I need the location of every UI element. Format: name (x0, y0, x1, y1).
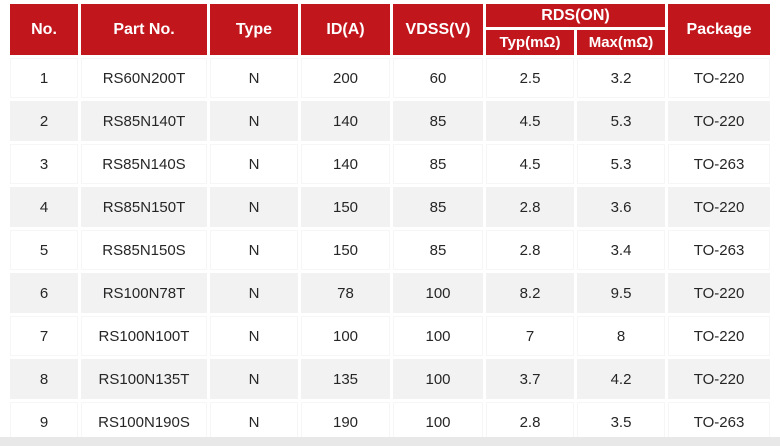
cell-no: 7 (10, 316, 78, 356)
header-cell-rds-max: Max(mΩ) (577, 30, 665, 55)
header-cell-rds-typ: Typ(mΩ) (486, 30, 574, 55)
cell-rds-typ: 2.8 (486, 187, 574, 227)
cell-part-no: RS60N200T (81, 58, 207, 98)
cell-type: N (210, 402, 298, 442)
cell-no: 3 (10, 144, 78, 184)
header-cell-type: Type (210, 4, 298, 55)
cell-rds-max: 9.5 (577, 273, 665, 313)
cell-rds-typ: 4.5 (486, 144, 574, 184)
cell-id-a: 100 (301, 316, 390, 356)
cell-vdss-v: 100 (393, 273, 483, 313)
cell-rds-typ: 7 (486, 316, 574, 356)
table-row: 2 RS85N140T N 140 85 4.5 5.3 TO-220 (10, 101, 770, 141)
cell-no: 4 (10, 187, 78, 227)
cell-rds-typ: 4.5 (486, 101, 574, 141)
mosfet-spec-table: No. Part No. Type ID(A) VDSS(V) RDS(ON) … (7, 1, 773, 445)
cell-part-no: RS85N150T (81, 187, 207, 227)
cell-type: N (210, 58, 298, 98)
cell-id-a: 150 (301, 187, 390, 227)
cell-type: N (210, 187, 298, 227)
cell-type: N (210, 359, 298, 399)
page-bottom-strip (0, 437, 780, 446)
table-header: No. Part No. Type ID(A) VDSS(V) RDS(ON) … (10, 4, 770, 55)
cell-id-a: 140 (301, 144, 390, 184)
cell-rds-typ: 2.8 (486, 402, 574, 442)
cell-no: 1 (10, 58, 78, 98)
cell-type: N (210, 230, 298, 270)
header-cell-vdss-v: VDSS(V) (393, 4, 483, 55)
cell-rds-max: 3.6 (577, 187, 665, 227)
cell-vdss-v: 100 (393, 402, 483, 442)
cell-package: TO-263 (668, 230, 770, 270)
cell-package: TO-220 (668, 101, 770, 141)
cell-part-no: RS85N140T (81, 101, 207, 141)
table-row: 6 RS100N78T N 78 100 8.2 9.5 TO-220 (10, 273, 770, 313)
cell-part-no: RS100N78T (81, 273, 207, 313)
header-cell-part-no: Part No. (81, 4, 207, 55)
cell-id-a: 140 (301, 101, 390, 141)
cell-type: N (210, 144, 298, 184)
header-cell-package: Package (668, 4, 770, 55)
cell-rds-max: 8 (577, 316, 665, 356)
header-cell-id-a: ID(A) (301, 4, 390, 55)
table-row: 8 RS100N135T N 135 100 3.7 4.2 TO-220 (10, 359, 770, 399)
cell-part-no: RS100N135T (81, 359, 207, 399)
cell-package: TO-220 (668, 58, 770, 98)
cell-type: N (210, 316, 298, 356)
cell-part-no: RS100N190S (81, 402, 207, 442)
cell-rds-max: 5.3 (577, 101, 665, 141)
cell-package: TO-220 (668, 316, 770, 356)
table-row: 1 RS60N200T N 200 60 2.5 3.2 TO-220 (10, 58, 770, 98)
cell-vdss-v: 100 (393, 359, 483, 399)
cell-rds-max: 3.2 (577, 58, 665, 98)
cell-rds-max: 4.2 (577, 359, 665, 399)
cell-no: 2 (10, 101, 78, 141)
cell-rds-typ: 2.5 (486, 58, 574, 98)
cell-vdss-v: 85 (393, 230, 483, 270)
cell-rds-max: 3.5 (577, 402, 665, 442)
cell-no: 6 (10, 273, 78, 313)
cell-vdss-v: 85 (393, 187, 483, 227)
cell-part-no: RS85N140S (81, 144, 207, 184)
cell-vdss-v: 85 (393, 144, 483, 184)
cell-id-a: 190 (301, 402, 390, 442)
header-cell-rds-on-group: RDS(ON) (486, 4, 665, 27)
table-row: 9 RS100N190S N 190 100 2.8 3.5 TO-263 (10, 402, 770, 442)
table-row: 7 RS100N100T N 100 100 7 8 TO-220 (10, 316, 770, 356)
cell-id-a: 150 (301, 230, 390, 270)
header-cell-no: No. (10, 4, 78, 55)
cell-id-a: 78 (301, 273, 390, 313)
cell-rds-max: 3.4 (577, 230, 665, 270)
cell-type: N (210, 273, 298, 313)
cell-package: TO-263 (668, 144, 770, 184)
cell-rds-max: 5.3 (577, 144, 665, 184)
cell-id-a: 135 (301, 359, 390, 399)
cell-type: N (210, 101, 298, 141)
table-body: 1 RS60N200T N 200 60 2.5 3.2 TO-220 2 RS… (10, 58, 770, 442)
cell-package: TO-220 (668, 187, 770, 227)
cell-vdss-v: 60 (393, 58, 483, 98)
cell-package: TO-263 (668, 402, 770, 442)
cell-rds-typ: 3.7 (486, 359, 574, 399)
table-row: 3 RS85N140S N 140 85 4.5 5.3 TO-263 (10, 144, 770, 184)
cell-package: TO-220 (668, 359, 770, 399)
table-row: 5 RS85N150S N 150 85 2.8 3.4 TO-263 (10, 230, 770, 270)
cell-no: 5 (10, 230, 78, 270)
cell-vdss-v: 85 (393, 101, 483, 141)
cell-package: TO-220 (668, 273, 770, 313)
cell-part-no: RS100N100T (81, 316, 207, 356)
cell-id-a: 200 (301, 58, 390, 98)
cell-part-no: RS85N150S (81, 230, 207, 270)
table-row: 4 RS85N150T N 150 85 2.8 3.6 TO-220 (10, 187, 770, 227)
cell-vdss-v: 100 (393, 316, 483, 356)
cell-rds-typ: 2.8 (486, 230, 574, 270)
cell-no: 9 (10, 402, 78, 442)
cell-rds-typ: 8.2 (486, 273, 574, 313)
cell-no: 8 (10, 359, 78, 399)
